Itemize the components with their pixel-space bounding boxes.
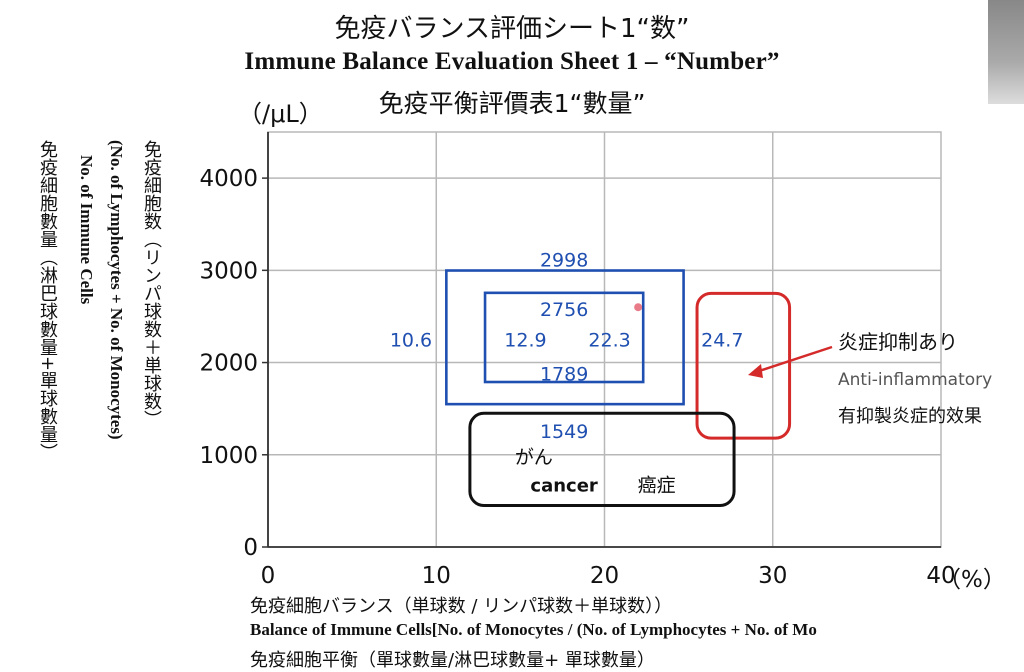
value-label: 2998: [540, 249, 588, 271]
value-label: 22.3: [588, 330, 630, 352]
value-label: 24.7: [701, 330, 743, 352]
annotation-english: Anti-inflammatory: [838, 370, 993, 390]
x-axis-label-chinese: 免疫細胞平衡（單球數量/淋巴球數量+ 單球數量）: [250, 650, 655, 671]
region-cancer: [468, 411, 736, 507]
y-tick-label: 4000: [199, 166, 258, 192]
value-label: 1549: [540, 421, 588, 443]
region-outer: [445, 269, 685, 406]
video-overlay-corner: [988, 0, 1024, 104]
x-tick-label: 30: [758, 563, 787, 589]
x-axis-unit: （%）: [938, 567, 1006, 593]
annotation-chinese: 有抑製炎症的效果: [838, 406, 982, 427]
y-axis-label-chinese: 免疫細胞數量（淋巴球數量+單球數量）: [37, 140, 58, 462]
x-tick-label: 10: [422, 563, 451, 589]
annotation-arrow-line: [755, 345, 833, 374]
value-label: 10.6: [390, 330, 432, 352]
value-label: 2756: [540, 299, 588, 321]
title-chinese: 免疫平衡評價表1“數量”: [378, 89, 646, 118]
region-inner: [483, 291, 645, 384]
cancer-label-english: cancer: [530, 475, 598, 496]
cancer-label-kana: がん: [515, 447, 553, 469]
annotation-arrow-head: [748, 364, 763, 378]
y-tick-label: 2000: [199, 351, 258, 377]
x-tick-label: 40: [926, 563, 955, 589]
x-tick-label: 0: [261, 563, 276, 589]
marker-dot: [634, 303, 643, 312]
y-axis-label-japanese: 免疫細胞数（リンパ球数＋単球数）: [141, 140, 162, 428]
y-axis-label-english-2: (No. of Lymphocytes + No. of Monocytes): [107, 140, 126, 440]
value-label: 1789: [540, 364, 588, 386]
cancer-label-chinese: 癌症: [638, 474, 676, 496]
y-tick-label: 0: [243, 535, 258, 561]
x-axis-label-japanese: 免疫細胞バランス（単球数 / リンパ球数＋単球数））: [250, 596, 673, 617]
value-label: 12.9: [504, 330, 546, 352]
x-axis-label-english: Balance of Immune Cells[No. of Monocytes…: [250, 620, 817, 639]
y-axis-unit: （/μL）: [238, 100, 323, 128]
x-tick-label: 20: [590, 563, 619, 589]
annotation-japanese: 炎症抑制あり: [838, 330, 958, 354]
y-tick-label: 1000: [199, 443, 258, 469]
title-japanese: 免疫バランス評価シート1“数”: [334, 14, 690, 44]
region-red: [695, 291, 792, 440]
title-english: Immune Balance Evaluation Sheet 1 – “Num…: [244, 48, 780, 75]
y-axis-label-english-1: No. of Immune Cells: [77, 155, 96, 305]
y-tick-label: 3000: [199, 258, 258, 284]
